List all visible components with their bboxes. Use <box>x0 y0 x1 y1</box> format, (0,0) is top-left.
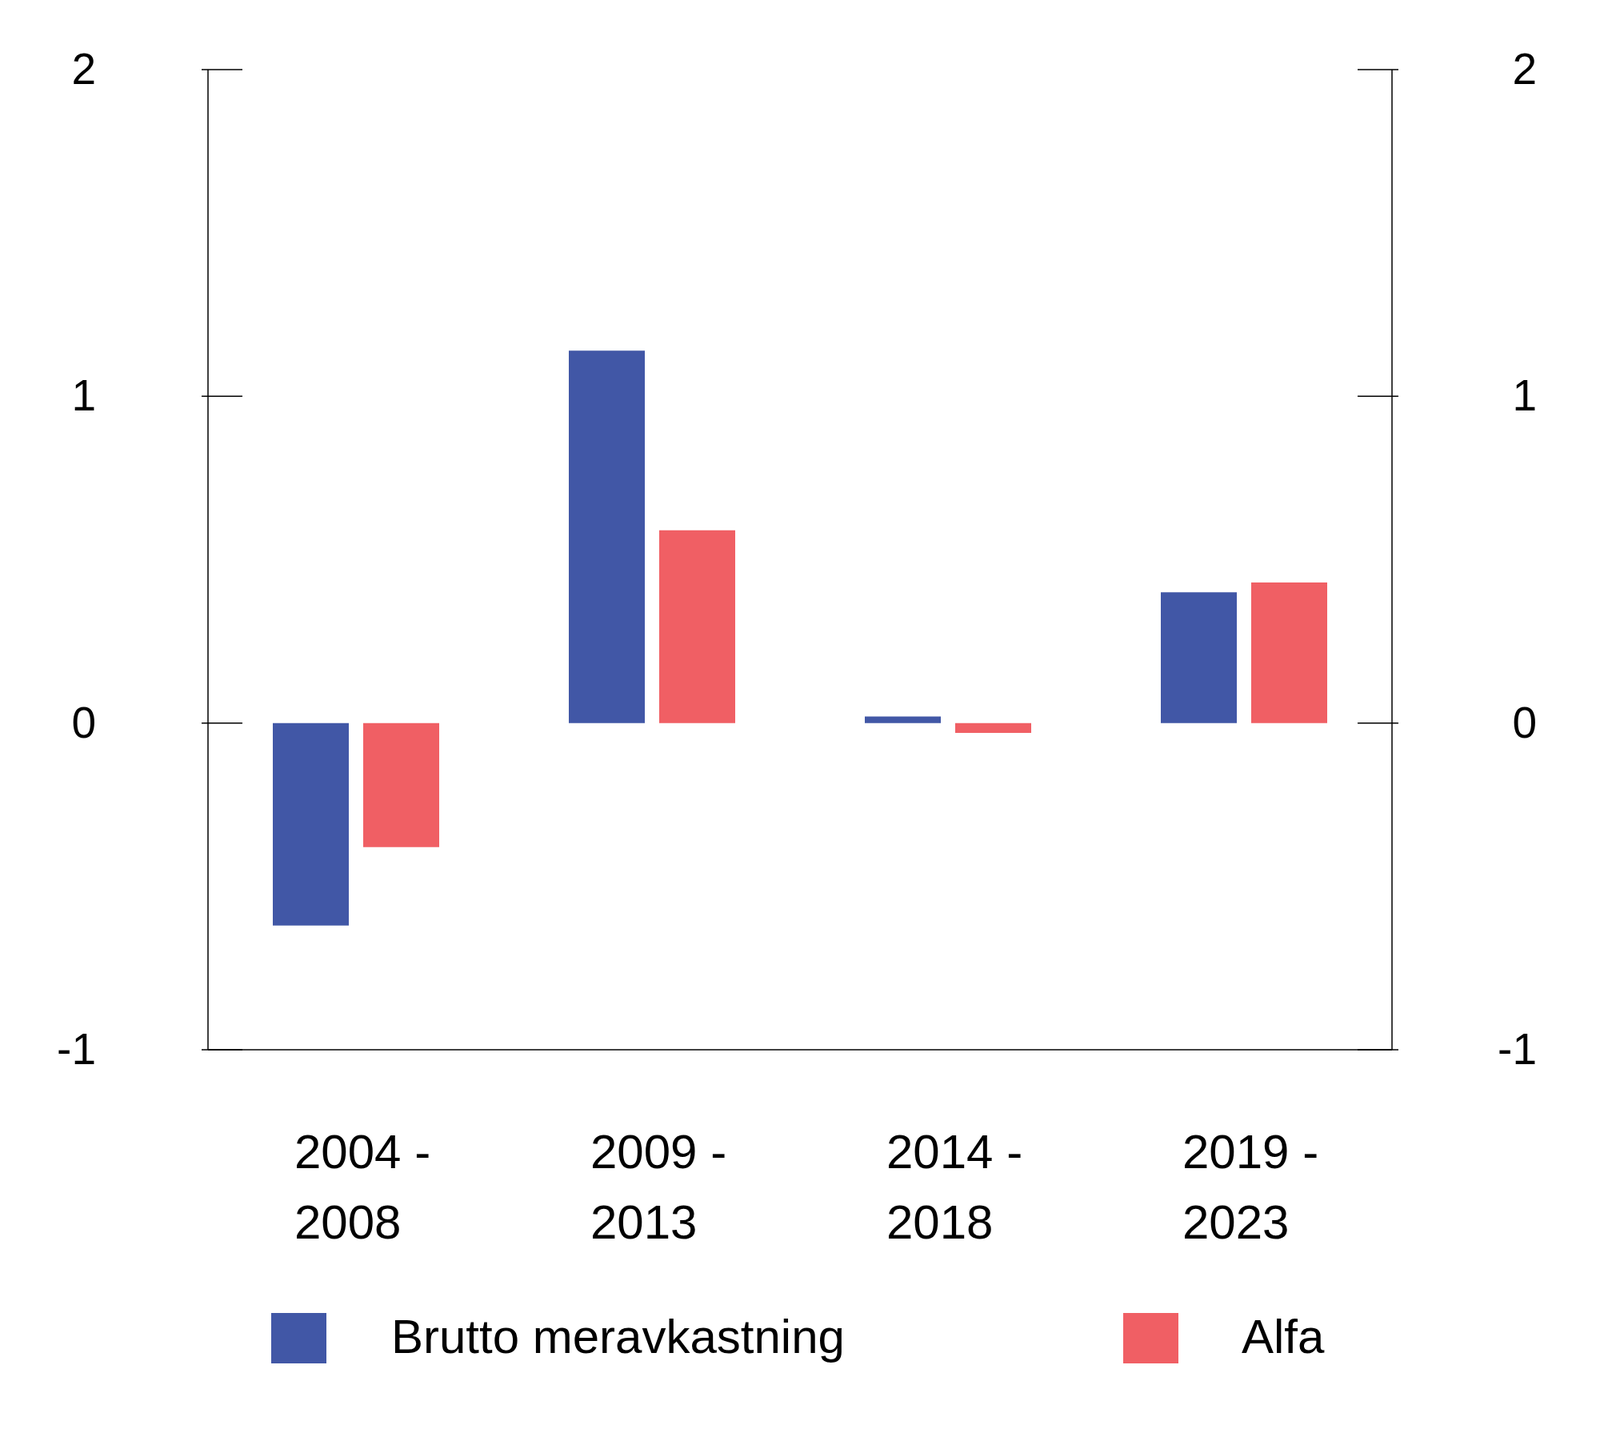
svg-text:2: 2 <box>71 44 96 94</box>
html-text:Alfa: Alfa <box>1241 1309 1325 1364</box>
svg-text:1: 1 <box>71 370 96 420</box>
svg-text:1: 1 <box>1512 370 1537 420</box>
svg-text:0: 0 <box>1512 697 1537 748</box>
svg-text:2019 -: 2019 - <box>1182 1124 1319 1179</box>
svg-text:-1: -1 <box>56 1024 96 1074</box>
svg-text:2018: 2018 <box>886 1195 993 1249</box>
svg-text:2: 2 <box>1512 44 1537 94</box>
svg-text:2023: 2023 <box>1182 1195 1289 1249</box>
svg-text:2013: 2013 <box>590 1195 697 1249</box>
svg-text:2008: 2008 <box>294 1195 401 1249</box>
html-text:Brutto meravkastning: Brutto meravkastning <box>391 1309 845 1364</box>
svg-text:-1: -1 <box>1497 1024 1537 1074</box>
svg-text:0: 0 <box>71 697 96 748</box>
svg-text:2014 -: 2014 - <box>886 1124 1023 1179</box>
svg-text:2009 -: 2009 - <box>590 1124 727 1179</box>
svg-text:2004 -: 2004 - <box>294 1124 431 1179</box>
